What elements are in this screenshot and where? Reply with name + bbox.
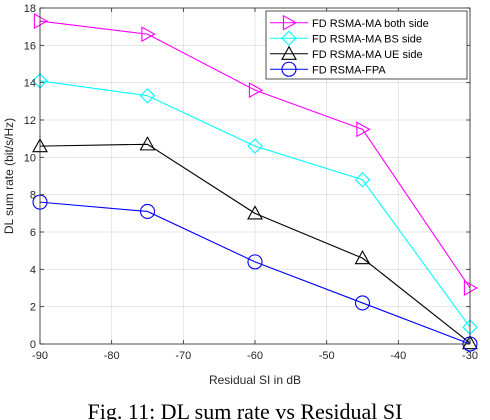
x-tick-label: -70 xyxy=(175,350,191,362)
legend-label: FD RSMA-MA UE side xyxy=(312,49,423,61)
y-tick-label: 0 xyxy=(30,339,36,351)
legend-marker xyxy=(281,45,297,60)
y-tick-label: 12 xyxy=(24,115,36,127)
legend-marker xyxy=(281,61,297,77)
data-point xyxy=(141,26,156,43)
figure-caption: Fig. 11: DL sum rate vs Residual SI xyxy=(87,399,403,420)
series-2 xyxy=(32,73,478,335)
legend: FD RSMA-MA both side FD RSMA-MA BS side FD… xyxy=(265,10,468,80)
legend-label: FD RSMA-FPA xyxy=(312,64,386,76)
legend-entry: FD RSMA-MA both side xyxy=(270,14,429,31)
data-point xyxy=(247,138,263,154)
y-tick-label: 4 xyxy=(30,264,36,276)
x-tick-label: -30 xyxy=(462,350,478,362)
legend-entry: FD RSMA-MA BS side xyxy=(270,30,422,47)
data-point xyxy=(463,280,479,296)
y-tick-label: 2 xyxy=(30,302,36,314)
data-point xyxy=(139,87,156,104)
data-point xyxy=(33,13,49,30)
series-layer xyxy=(32,13,479,352)
tick-layer: -90 -80 -70 -60 -50 -40 -30 0 2 4 6 8 10 12 14 16 18 xyxy=(24,3,478,362)
legend-entry: FD RSMA-MA UE side xyxy=(270,45,423,61)
y-tick-label: 8 xyxy=(30,190,36,202)
chart: -90 -80 -70 -60 -50 -40 -30 0 2 4 6 8 10 12 14 16 18 Res… xyxy=(2,3,479,387)
x-axis-label: Residual SI in dB xyxy=(209,373,301,387)
data-point xyxy=(354,250,371,265)
series-line xyxy=(39,80,471,328)
data-point xyxy=(354,295,371,311)
y-tick-label: 6 xyxy=(30,227,36,239)
x-tick-label: -90 xyxy=(32,350,48,362)
series-1 xyxy=(33,13,479,296)
series-line xyxy=(39,20,471,289)
legend-marker xyxy=(281,30,297,47)
x-tick-label: -40 xyxy=(390,350,406,362)
data-point xyxy=(247,205,263,220)
data-point xyxy=(247,254,263,270)
y-tick-label: 16 xyxy=(24,40,36,52)
y-tick-label: 10 xyxy=(24,152,36,164)
y-axis-label: DL sum rate (bit/s/Hz) xyxy=(2,118,16,234)
y-tick-label: 18 xyxy=(24,3,36,15)
series-line xyxy=(39,201,471,345)
data-point xyxy=(354,171,371,188)
y-tick-label: 14 xyxy=(24,78,36,90)
series-line xyxy=(39,143,471,344)
legend-label: FD RSMA-MA both side xyxy=(312,18,429,30)
data-point xyxy=(139,203,156,220)
data-point xyxy=(248,82,264,99)
data-point xyxy=(356,121,371,138)
x-tick-label: -50 xyxy=(319,350,335,362)
data-point xyxy=(139,136,156,151)
legend-label: FD RSMA-MA BS side xyxy=(312,33,422,45)
legend-entry: FD RSMA-FPA xyxy=(270,61,386,77)
x-tick-label: -80 xyxy=(104,350,120,362)
legend-marker xyxy=(282,14,298,31)
x-tick-label: -60 xyxy=(247,350,263,362)
